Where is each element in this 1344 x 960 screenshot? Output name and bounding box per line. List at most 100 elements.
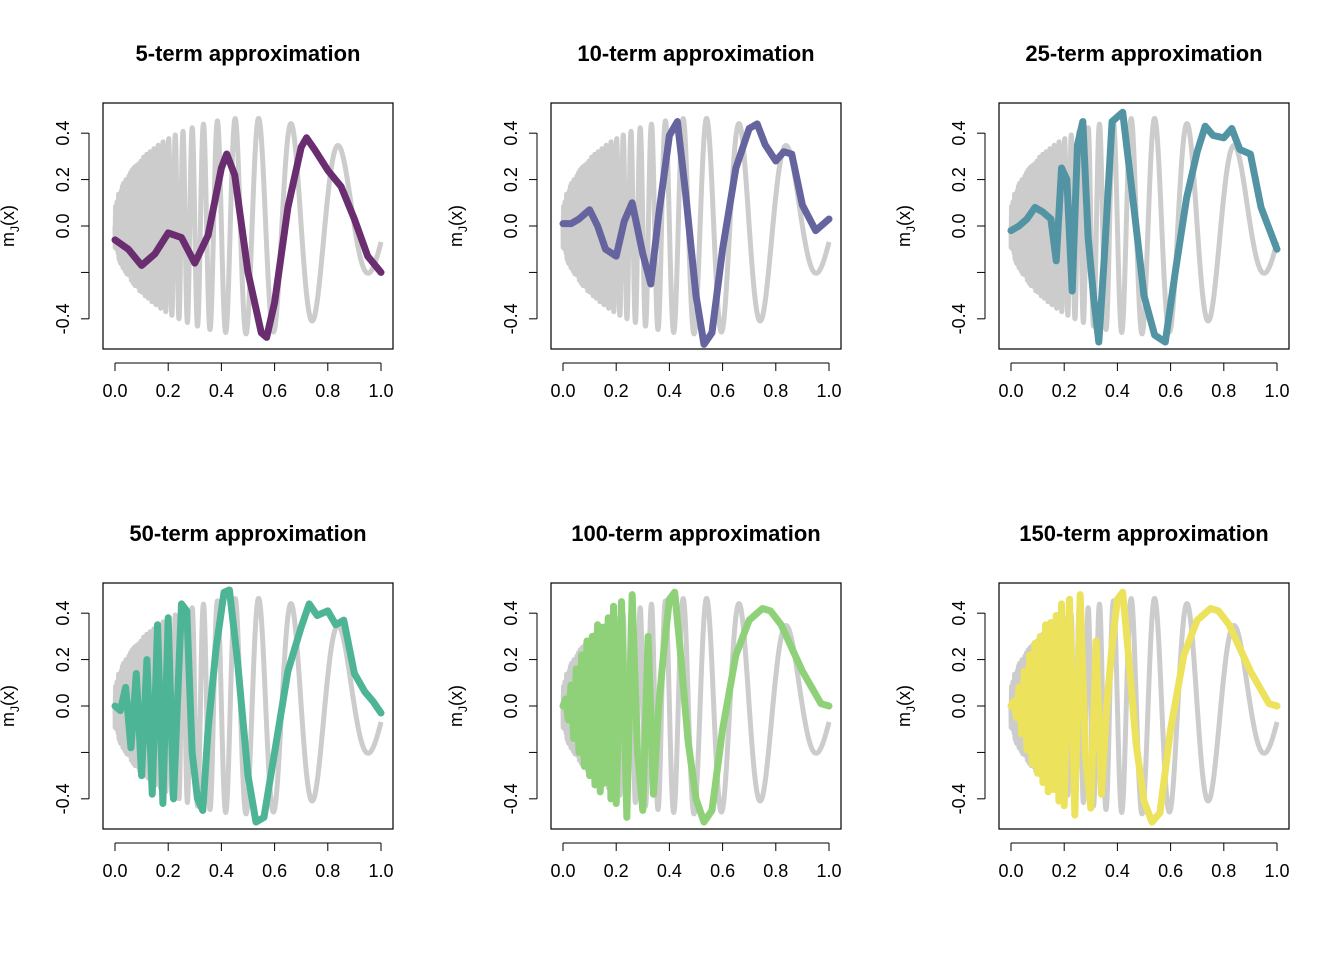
y-tick-label: 0.4	[949, 121, 969, 146]
x-tick-label: 0.0	[550, 861, 575, 881]
y-axis-label-arg: (x)	[894, 685, 914, 706]
y-tick-label: 0.0	[53, 213, 73, 238]
y-axis-label: mJ(x)	[446, 685, 470, 727]
x-tick-label: 0.4	[209, 381, 234, 401]
x-tick-label: 1.0	[1264, 381, 1289, 401]
approximation-curve	[1007, 108, 1281, 346]
x-tick-label: 0.6	[1158, 381, 1183, 401]
x-tick-label: 0.6	[262, 381, 287, 401]
plot-box	[550, 582, 842, 830]
y-axis-label-sub: J	[904, 706, 918, 712]
plot-box	[998, 582, 1290, 830]
y-tick-label: 0.2	[949, 167, 969, 192]
y-tick-label: -0.4	[501, 783, 521, 814]
y-axis-label-sub: J	[456, 706, 470, 712]
y-axis-label-main: m	[0, 232, 18, 247]
approximation-curve	[111, 586, 385, 826]
y-tick-label: -0.4	[949, 303, 969, 334]
x-tick-label: 0.8	[763, 381, 788, 401]
y-tick-label: 0.2	[53, 647, 73, 672]
x-tick-label: 0.8	[763, 861, 788, 881]
x-tick-label: 0.8	[1211, 381, 1236, 401]
x-tick-label: 0.0	[998, 861, 1023, 881]
panel-5: 100-term approximation 0.0 0.2 0.4 0.6 0.8 1.0…	[446, 521, 842, 881]
x-tick-label: 1.0	[1264, 861, 1289, 881]
y-axis-label: mJ(x)	[894, 205, 918, 247]
x-tick-label: 1.0	[816, 381, 841, 401]
y-axis-label: mJ(x)	[446, 205, 470, 247]
y-tick-label: 0.4	[501, 121, 521, 146]
y-axis-label-arg: (x)	[0, 205, 18, 226]
x-tick-label: 0.8	[1211, 861, 1236, 881]
y-tick-label: 0.2	[501, 647, 521, 672]
y-tick-label: 0.2	[53, 167, 73, 192]
y-axis-label: mJ(x)	[894, 685, 918, 727]
panel-6: 150-term approximation 0.0 0.2 0.4 0.6 0.8 1.0…	[894, 521, 1290, 881]
y-axis-label-main: m	[0, 712, 18, 727]
x-tick-label: 0.6	[710, 381, 735, 401]
x-tick-label: 1.0	[368, 861, 393, 881]
y-axis-label-arg: (x)	[446, 685, 466, 706]
x-tick-label: 0.0	[998, 381, 1023, 401]
x-tick-label: 0.4	[657, 381, 682, 401]
panel-3: 25-term approximation 0.0 0.2 0.4 0.6 0.8 1.0 -…	[894, 41, 1290, 401]
y-tick-label: -0.4	[949, 783, 969, 814]
y-axis-label: mJ(x)	[0, 205, 22, 247]
y-axis-label-arg: (x)	[446, 205, 466, 226]
approximation-curve	[559, 588, 833, 826]
y-axis-label-sub: J	[8, 706, 22, 712]
y-axis-label-sub: J	[456, 226, 470, 232]
x-tick-label: 0.2	[604, 861, 629, 881]
y-tick-label: 0.2	[501, 167, 521, 192]
y-tick-label: 0.0	[501, 693, 521, 718]
x-tick-label: 0.8	[315, 861, 340, 881]
y-tick-label: 0.0	[501, 213, 521, 238]
y-axis-label-arg: (x)	[0, 685, 18, 706]
panel-4: 50-term approximation 0.0 0.2 0.4 0.6 0.8 1.0 -…	[0, 521, 394, 881]
approximation-curve	[1007, 588, 1281, 826]
x-tick-label: 0.4	[209, 861, 234, 881]
y-axis-label-main: m	[446, 712, 466, 727]
panel-title: 100-term approximation	[571, 521, 820, 546]
panel-2: 10-term approximation 0.0 0.2 0.4 0.6 0.8 1.0 -…	[446, 41, 842, 401]
x-tick-label: 0.0	[102, 861, 127, 881]
panel-title: 5-term approximation	[136, 41, 361, 66]
y-tick-label: 0.4	[53, 121, 73, 146]
y-tick-label: 0.4	[949, 601, 969, 626]
plot-box	[550, 102, 842, 350]
panel-title: 150-term approximation	[1019, 521, 1268, 546]
x-tick-label: 0.6	[262, 861, 287, 881]
y-tick-label: 0.0	[949, 213, 969, 238]
y-axis-label: mJ(x)	[0, 685, 22, 727]
x-tick-label: 0.4	[1105, 861, 1130, 881]
y-axis-label-sub: J	[8, 226, 22, 232]
x-tick-label: 1.0	[816, 861, 841, 881]
panel-title: 10-term approximation	[577, 41, 814, 66]
x-tick-label: 0.2	[156, 381, 181, 401]
y-axis-label-arg: (x)	[894, 205, 914, 226]
y-tick-label: 0.2	[949, 647, 969, 672]
panel-title: 50-term approximation	[129, 521, 366, 546]
approximation-curve	[111, 134, 385, 341]
x-tick-label: 0.0	[550, 381, 575, 401]
x-tick-label: 0.2	[604, 381, 629, 401]
y-tick-label: -0.4	[501, 303, 521, 334]
x-tick-label: 0.6	[1158, 861, 1183, 881]
x-tick-label: 0.8	[315, 381, 340, 401]
y-axis-label-main: m	[894, 712, 914, 727]
x-tick-label: 0.4	[657, 861, 682, 881]
approximation-curve	[559, 118, 833, 348]
plot-box	[998, 102, 1290, 350]
y-tick-label: 0.4	[501, 601, 521, 626]
y-axis-label-sub: J	[904, 226, 918, 232]
panel-1: 5-term approximation 0.0 0.2 0.4 0.6 0.8 1.0 -0…	[0, 41, 394, 401]
y-tick-label: 0.0	[949, 693, 969, 718]
x-tick-label: 0.0	[102, 381, 127, 401]
y-tick-label: -0.4	[53, 303, 73, 334]
reference-curve	[112, 115, 384, 337]
x-tick-label: 0.4	[1105, 381, 1130, 401]
x-tick-label: 0.2	[1052, 381, 1077, 401]
y-tick-label: -0.4	[53, 783, 73, 814]
panel-title: 25-term approximation	[1025, 41, 1262, 66]
